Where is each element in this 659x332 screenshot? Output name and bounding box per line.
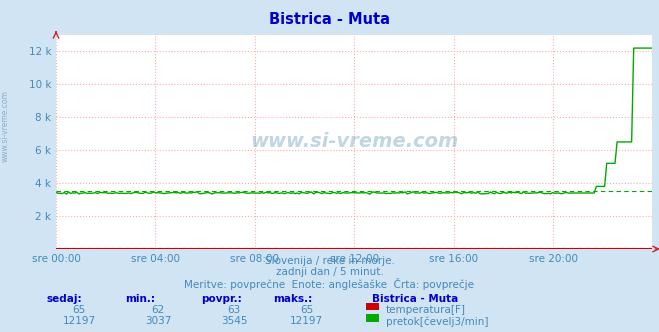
Text: 62: 62 bbox=[152, 305, 165, 315]
Text: 65: 65 bbox=[72, 305, 86, 315]
Text: 12197: 12197 bbox=[290, 316, 323, 326]
Text: zadnji dan / 5 minut.: zadnji dan / 5 minut. bbox=[275, 267, 384, 277]
Text: 63: 63 bbox=[227, 305, 241, 315]
Text: 3037: 3037 bbox=[145, 316, 171, 326]
Text: 12197: 12197 bbox=[63, 316, 96, 326]
Text: povpr.:: povpr.: bbox=[201, 294, 242, 304]
Text: www.si-vreme.com: www.si-vreme.com bbox=[250, 132, 459, 151]
Text: Bistrica - Muta: Bistrica - Muta bbox=[269, 12, 390, 27]
Text: 3545: 3545 bbox=[221, 316, 247, 326]
Text: Slovenija / reke in morje.: Slovenija / reke in morje. bbox=[264, 256, 395, 266]
Text: temperatura[F]: temperatura[F] bbox=[386, 305, 465, 315]
Text: min.:: min.: bbox=[125, 294, 156, 304]
Text: Bistrica - Muta: Bistrica - Muta bbox=[372, 294, 459, 304]
Text: maks.:: maks.: bbox=[273, 294, 313, 304]
Text: 65: 65 bbox=[300, 305, 313, 315]
Text: pretok[čevelj3/min]: pretok[čevelj3/min] bbox=[386, 316, 488, 327]
Text: Meritve: povprečne  Enote: anglešaške  Črta: povprečje: Meritve: povprečne Enote: anglešaške Črt… bbox=[185, 278, 474, 290]
Text: sedaj:: sedaj: bbox=[46, 294, 82, 304]
Text: www.si-vreme.com: www.si-vreme.com bbox=[1, 90, 10, 162]
